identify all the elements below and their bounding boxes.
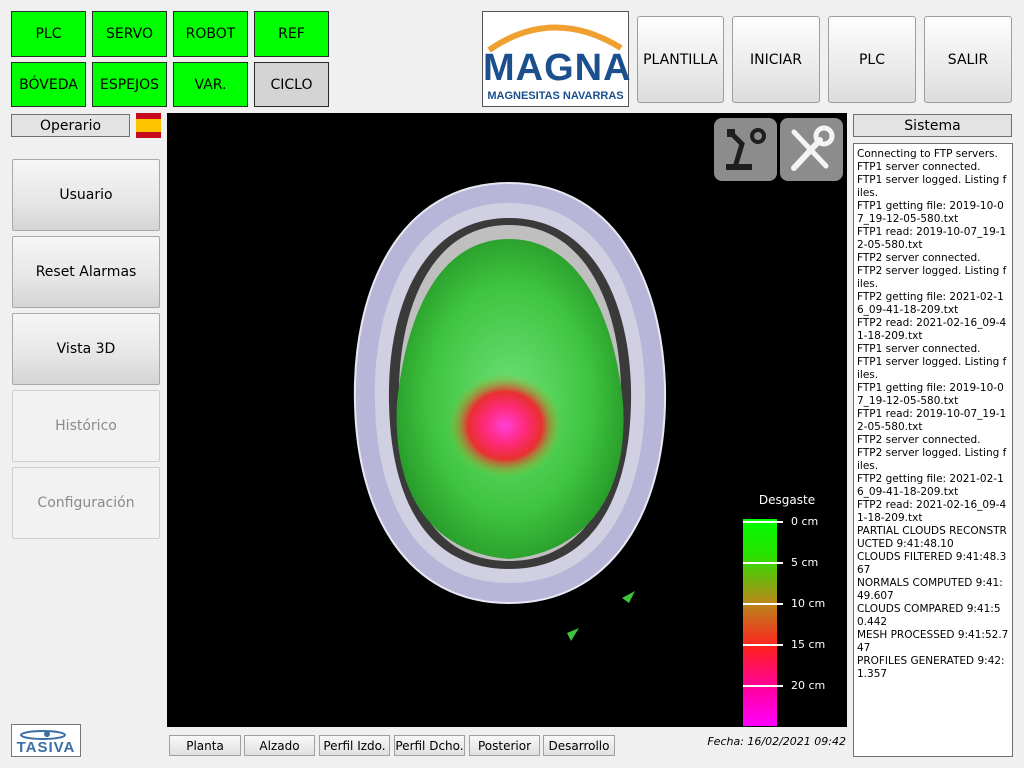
plc-button[interactable]: PLC [828, 16, 916, 103]
log-line: FTP1 server connected. [857, 343, 981, 355]
log-line: FTP2 server logged. Listing files. [857, 447, 1007, 472]
reset-alarmas-button[interactable]: Reset Alarmas [12, 236, 160, 308]
status-servo-button[interactable]: SERVO [92, 11, 167, 57]
view-perfil-dcho-button[interactable]: Perfil Dcho. [394, 735, 465, 756]
vista-3d-button[interactable]: Vista 3D [12, 313, 160, 385]
wear-3d-viewport[interactable]: Desgaste 0 cm 5 cm 10 cm 15 cm 20 cm [167, 113, 847, 727]
legend-title: Desgaste [758, 493, 816, 507]
log-line: FTP2 read: 2021-02-16_09-41-18-209.txt [857, 317, 1007, 342]
log-line: FTP1 getting file: 2019-10-07_19-12-05-5… [857, 382, 1004, 407]
log-line: PARTIAL CLOUDS RECONSTRUCTED 9:41:48.10 [857, 525, 1007, 550]
log-line: NORMALS COMPUTED 9:41:49.607 [857, 577, 1003, 602]
usuario-button[interactable]: Usuario [12, 159, 160, 231]
log-line: FTP2 getting file: 2021-02-16_09-41-18-2… [857, 291, 1004, 316]
system-log[interactable]: Connecting to FTP servers. FTP1 server co… [853, 143, 1013, 757]
iniciar-button[interactable]: INICIAR [732, 16, 820, 103]
legend-tick [743, 562, 783, 564]
view-planta-button[interactable]: Planta [169, 735, 241, 756]
view-perfil-izdo-button[interactable]: Perfil Izdo. [319, 735, 390, 756]
log-line: MESH PROCESSED 9:41:52.747 [857, 629, 1009, 654]
log-line: FTP2 server connected. [857, 434, 981, 446]
tasiva-logo: TASIVA [11, 724, 81, 757]
view-desarrollo-button[interactable]: Desarrollo [543, 735, 615, 756]
tasiva-logo-text: TASIVA [16, 739, 76, 756]
legend-tick [743, 603, 783, 605]
system-label: Sistema [853, 114, 1012, 137]
log-line: FTP1 read: 2019-10-07_19-12-05-580.txt [857, 226, 1007, 251]
configuracion-button[interactable]: Configuración [12, 467, 160, 539]
status-robot-button[interactable]: ROBOT [173, 11, 248, 57]
plantilla-button[interactable]: PLANTILLA [637, 16, 724, 103]
log-line: FTP2 server connected. [857, 252, 981, 264]
log-line: FTP2 getting file: 2021-02-16_09-41-18-2… [857, 473, 1004, 498]
ladle-wear-render [353, 181, 667, 641]
log-line: FTP2 read: 2021-02-16_09-41-18-209.txt [857, 499, 1007, 524]
wear-legend: 0 cm 5 cm 10 cm 15 cm 20 cm [743, 515, 833, 727]
status-boveda-button[interactable]: BÓVEDA [11, 62, 86, 107]
robot-settings-glyph [726, 128, 766, 170]
legend-label: 20 cm [791, 679, 826, 692]
view-posterior-button[interactable]: Posterior [469, 735, 540, 756]
operator-label: Operario [11, 114, 130, 137]
legend-tick [743, 521, 783, 523]
historico-button[interactable]: Histórico [12, 390, 160, 462]
view-alzado-button[interactable]: Alzado [244, 735, 315, 756]
log-line: FTP1 server logged. Listing files. [857, 174, 1007, 199]
log-line: CLOUDS FILTERED 9:41:48.367 [857, 551, 1007, 576]
robot-settings-icon[interactable] [714, 118, 777, 181]
log-line: FTP1 getting file: 2019-10-07_19-12-05-5… [857, 200, 1004, 225]
tasiva-logo-mark [20, 730, 66, 740]
tools-glyph [791, 125, 835, 171]
log-line: FTP1 server logged. Listing files. [857, 356, 1007, 381]
legend-label: 0 cm [791, 515, 819, 528]
magna-logo-subtitle: MAGNESITAS NAVARRAS [487, 90, 624, 102]
legend-label: 10 cm [791, 597, 826, 610]
log-line: FTP2 server logged. Listing files. [857, 265, 1007, 290]
status-ref-button[interactable]: REF [254, 11, 329, 57]
legend-tick [743, 644, 783, 646]
salir-button[interactable]: SALIR [924, 16, 1012, 103]
magna-logo-text: MAGNA [483, 47, 632, 89]
log-line: FTP1 server connected. [857, 161, 981, 173]
log-line: PROFILES GENERATED 9:42:1.357 [857, 655, 1005, 680]
status-plc-button[interactable]: PLC [11, 11, 86, 57]
log-line: Connecting to FTP servers. [857, 148, 998, 160]
status-var-button[interactable]: VAR. [173, 62, 248, 107]
status-espejos-button[interactable]: ESPEJOS [92, 62, 167, 107]
magna-logo: MAGNA MAGNESITAS NAVARRAS [482, 11, 632, 107]
legend-label: 15 cm [791, 638, 826, 651]
status-ciclo-button[interactable]: CICLO [254, 62, 329, 107]
wear-hotspot [423, 358, 587, 508]
legend-colorbar [743, 519, 777, 726]
date-text: Fecha: 16/02/2021 09:42 [707, 735, 846, 748]
legend-label: 5 cm [791, 556, 819, 569]
legend-tick [743, 685, 783, 687]
log-line: CLOUDS COMPARED 9:41:50.442 [857, 603, 1001, 628]
tools-icon[interactable] [780, 118, 843, 181]
spain-flag-icon[interactable] [136, 113, 161, 138]
log-line: FTP1 read: 2019-10-07_19-12-05-580.txt [857, 408, 1007, 433]
magna-logo-arc [487, 24, 623, 53]
